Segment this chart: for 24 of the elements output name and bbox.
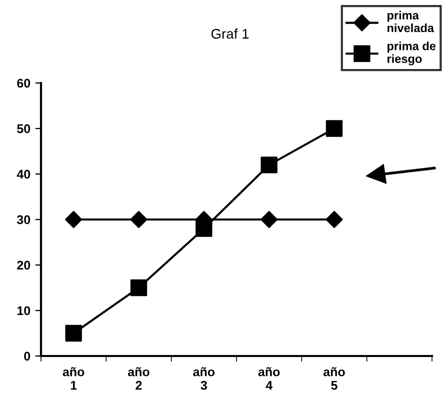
point bbox=[65, 324, 82, 342]
point bbox=[130, 210, 148, 228]
legend-label: prima nivelada bbox=[388, 10, 434, 32]
point bbox=[65, 210, 82, 228]
y-tick-label: 60 bbox=[17, 78, 30, 88]
point bbox=[326, 120, 343, 137]
chart-title: Graf 1 bbox=[211, 28, 249, 39]
y-tick-label: 50 bbox=[17, 124, 30, 134]
y-tick-label: 30 bbox=[16, 215, 30, 224]
point bbox=[260, 156, 278, 174]
legend-label: prima de riesgo bbox=[388, 42, 436, 66]
y-tick-label: 40 bbox=[16, 170, 30, 179]
x-tick-label: año 3 bbox=[193, 367, 215, 390]
y-tick-label: 20 bbox=[17, 260, 30, 270]
point bbox=[196, 220, 212, 237]
point bbox=[326, 210, 343, 228]
x-tick-label: año 1 bbox=[62, 367, 84, 390]
y-tick-label: 0 bbox=[24, 352, 30, 361]
x-tick-label: año 5 bbox=[324, 367, 345, 390]
point bbox=[130, 279, 148, 296]
y-tick-label: 10 bbox=[17, 306, 30, 316]
point bbox=[260, 210, 278, 228]
x-tick-label: año 2 bbox=[128, 367, 150, 390]
x-tick-label: año 4 bbox=[258, 367, 280, 390]
